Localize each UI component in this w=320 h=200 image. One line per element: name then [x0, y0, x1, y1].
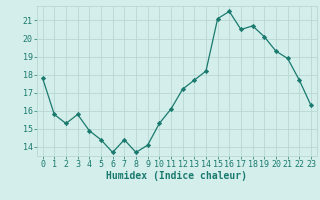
X-axis label: Humidex (Indice chaleur): Humidex (Indice chaleur) [106, 171, 247, 181]
